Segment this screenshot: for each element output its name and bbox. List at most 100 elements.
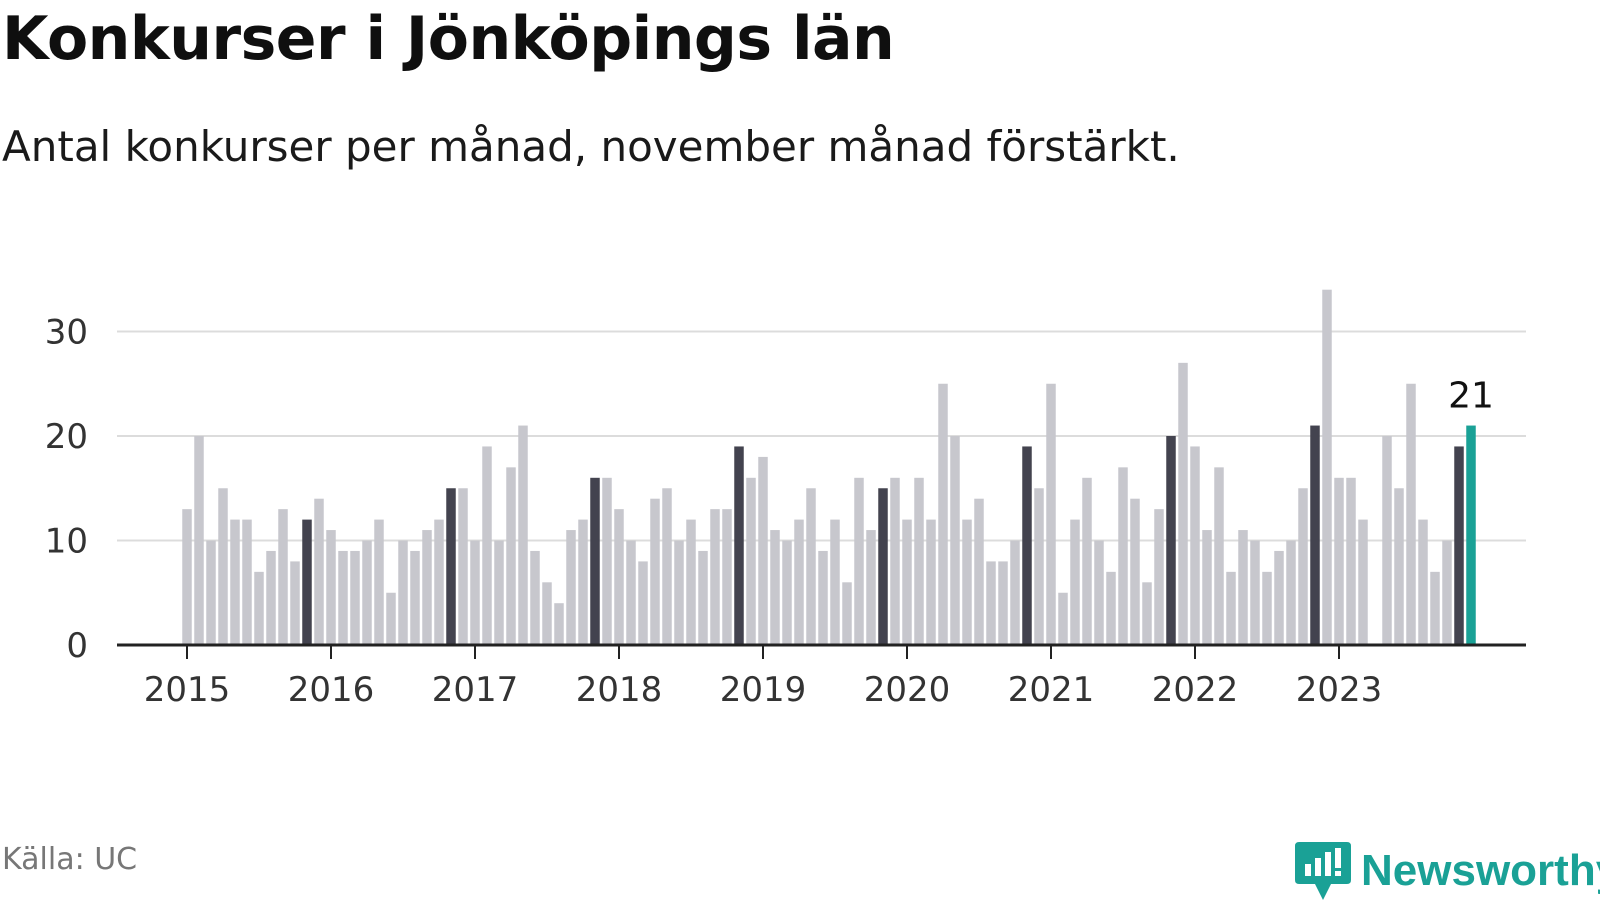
bar — [1058, 592, 1068, 645]
bar — [650, 498, 660, 645]
x-tick-label: 2019 — [720, 670, 807, 710]
bar — [722, 509, 732, 645]
bar — [770, 530, 780, 645]
brand-name: Newsworthy — [1361, 846, 1600, 895]
bar — [638, 561, 648, 645]
bar — [566, 530, 576, 645]
bar — [602, 477, 612, 645]
bar — [1178, 362, 1188, 645]
bar — [374, 519, 384, 645]
bar — [1442, 540, 1452, 645]
bar — [1310, 425, 1320, 645]
bar — [1358, 519, 1368, 645]
bar — [422, 530, 432, 645]
bar — [1394, 488, 1404, 645]
bar — [1466, 425, 1476, 645]
bar — [830, 519, 840, 645]
bar — [902, 519, 912, 645]
bar — [1046, 383, 1056, 645]
bar — [1142, 582, 1152, 645]
bar — [734, 446, 744, 645]
bar — [698, 550, 708, 645]
bar — [578, 519, 588, 645]
bar — [1010, 540, 1020, 645]
bar — [1130, 498, 1140, 645]
bar — [398, 540, 408, 645]
y-tick-label: 0 — [66, 626, 88, 666]
bar — [1070, 519, 1080, 645]
bar — [362, 540, 372, 645]
bar — [1226, 571, 1236, 645]
bar — [1202, 530, 1212, 645]
bar — [326, 530, 336, 645]
bar — [1190, 446, 1200, 645]
bar — [446, 488, 456, 645]
data-label: 21 — [1448, 376, 1494, 417]
bar — [506, 467, 516, 645]
bar — [1382, 436, 1392, 645]
bar — [302, 519, 312, 645]
bar — [950, 436, 960, 645]
bar — [494, 540, 504, 645]
bar — [938, 383, 948, 645]
bar — [890, 477, 900, 645]
bar — [206, 540, 216, 645]
bar — [278, 509, 288, 645]
bar — [1118, 467, 1128, 645]
bar — [758, 456, 768, 645]
bar — [1406, 383, 1416, 645]
x-tick-label: 2018 — [576, 670, 663, 710]
bar — [974, 498, 984, 645]
newsworthy-logo-icon — [1295, 842, 1351, 900]
bar — [1262, 571, 1272, 645]
source-label: Källa: UC — [2, 842, 138, 877]
bar — [878, 488, 888, 645]
bar — [746, 477, 756, 645]
brand: Newsworthy — [1295, 840, 1600, 902]
bar — [842, 582, 852, 645]
bar — [686, 519, 696, 645]
bar — [482, 446, 492, 645]
bar — [254, 571, 264, 645]
bar — [614, 509, 624, 645]
bar — [662, 488, 672, 645]
bar — [530, 550, 540, 645]
bar — [290, 561, 300, 645]
bar — [674, 540, 684, 645]
bar — [782, 540, 792, 645]
x-tick-label: 2022 — [1152, 670, 1239, 710]
bar — [926, 519, 936, 645]
bar — [1106, 571, 1116, 645]
bar — [962, 519, 972, 645]
bar — [866, 530, 876, 645]
bar — [542, 582, 552, 645]
bar — [854, 477, 864, 645]
x-tick-label: 2016 — [288, 670, 375, 710]
chart-title: Konkurser i Jönköpings län — [2, 4, 895, 74]
bar — [242, 519, 252, 645]
bar — [458, 488, 468, 645]
bar — [1334, 477, 1344, 645]
bar — [1214, 467, 1224, 645]
bar — [1346, 477, 1356, 645]
bar — [794, 519, 804, 645]
bar — [194, 436, 204, 645]
bar — [1034, 488, 1044, 645]
x-tick-label: 2020 — [864, 670, 951, 710]
bar — [1418, 519, 1428, 645]
chart-subtitle: Antal konkurser per månad, november måna… — [2, 122, 1180, 171]
bar — [590, 477, 600, 645]
x-tick-label: 2017 — [432, 670, 519, 710]
bar — [914, 477, 924, 645]
bar — [1274, 550, 1284, 645]
bar — [986, 561, 996, 645]
bar — [266, 550, 276, 645]
bar — [554, 603, 564, 645]
bar — [1094, 540, 1104, 645]
bar — [1238, 530, 1248, 645]
bar — [350, 550, 360, 645]
bar — [410, 550, 420, 645]
y-tick-label: 10 — [45, 522, 88, 562]
bar — [434, 519, 444, 645]
